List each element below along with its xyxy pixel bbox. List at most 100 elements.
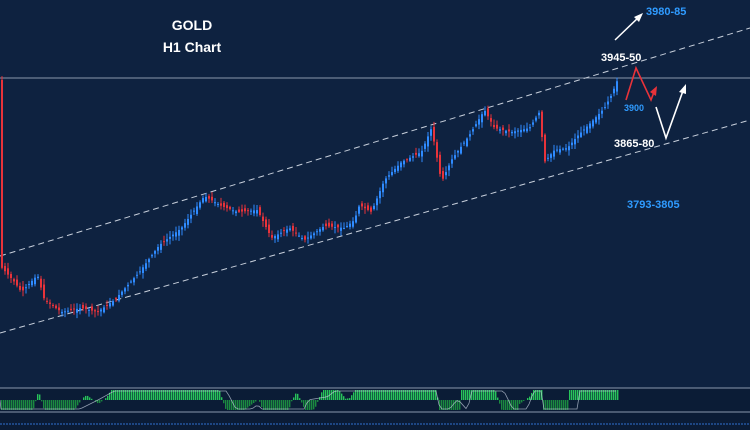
histogram-bar-52	[111, 390, 113, 400]
candle-body-30	[91, 306, 93, 311]
candle-body-46	[139, 271, 141, 273]
histogram-bar-98	[203, 390, 205, 400]
histogram-bar-63	[133, 390, 135, 400]
histogram-bar-59	[125, 390, 127, 400]
candle-body-20	[61, 311, 63, 314]
histogram-bar-226	[461, 390, 463, 400]
candle-body-67	[202, 198, 204, 203]
histogram-bar-186	[381, 390, 383, 400]
histogram-bar-268	[547, 400, 549, 410]
histogram-bar-83	[173, 390, 175, 400]
arrow-up-target	[614, 15, 641, 41]
candle-body-10	[31, 280, 33, 286]
candle-body-0	[1, 79, 3, 268]
histogram-bar-198	[405, 390, 407, 400]
candle-body-157	[472, 129, 474, 132]
histogram-bar-108	[223, 400, 225, 404]
histogram-bar-164	[337, 390, 339, 400]
histogram-bar-280	[571, 390, 573, 400]
histogram-bar-123	[253, 400, 255, 403]
chart-title: GOLD	[172, 17, 212, 33]
histogram-bar-134	[277, 400, 279, 410]
histogram-bar-55	[117, 390, 119, 400]
candle-body-178	[535, 117, 537, 121]
candle-body-26	[79, 308, 81, 311]
histogram-bar-282	[575, 390, 577, 400]
candle-body-122	[367, 205, 369, 210]
histogram-bar-128	[265, 400, 267, 410]
histogram-bar-144	[297, 393, 299, 400]
histogram-bar-41	[85, 395, 87, 400]
histogram-bar-172	[353, 392, 355, 400]
histogram-bar-244	[497, 397, 499, 400]
histogram-bar-122	[251, 400, 253, 405]
histogram-bar-92	[191, 390, 193, 400]
candle-body-151	[454, 155, 456, 159]
histogram-bar-183	[375, 390, 377, 400]
histogram-bar-261	[533, 390, 535, 400]
histogram-bar-91	[189, 390, 191, 400]
histogram-bar-127	[263, 400, 265, 410]
candle-body-44	[133, 278, 135, 283]
histogram-bar-235	[479, 390, 481, 400]
candle-body-164	[493, 124, 495, 128]
candle-body-25	[76, 308, 78, 313]
candle-body-81	[244, 208, 246, 212]
candle-body-141	[424, 143, 426, 149]
histogram-bar-158	[325, 390, 327, 400]
histogram-bar-218	[445, 400, 447, 410]
candle-body-163	[490, 118, 492, 122]
histogram-bar-82	[171, 390, 173, 400]
histogram-bar-189	[387, 390, 389, 400]
histogram-bar-12	[25, 400, 27, 410]
histogram-bar-278	[567, 400, 569, 410]
candle-body-148	[445, 172, 447, 176]
histogram-bar-147	[303, 400, 305, 407]
histogram-bar-107	[221, 397, 223, 400]
histogram-bar-149	[307, 400, 309, 410]
candle-body-58	[175, 232, 177, 237]
channel-upper-line	[0, 27, 750, 257]
histogram-bar-245	[499, 400, 501, 404]
candle-body-9	[28, 284, 30, 286]
histogram-bar-111	[229, 400, 231, 410]
histogram-bar-240	[489, 390, 491, 400]
candle-body-17	[52, 304, 54, 306]
candle-body-139	[418, 153, 420, 157]
candle-body-149	[448, 165, 450, 171]
histogram-bar-48	[101, 400, 103, 402]
histogram-bar-30	[61, 400, 63, 410]
histogram-bar-180	[369, 390, 371, 400]
candle-body-36	[109, 303, 111, 307]
histogram-bar-39	[79, 400, 81, 403]
histogram-bar-125	[259, 400, 261, 402]
candle-body-113	[340, 227, 342, 231]
histogram-bar-300	[611, 390, 613, 400]
histogram-bar-53	[113, 390, 115, 400]
histogram-bar-229	[467, 390, 469, 400]
histogram-bar-178	[365, 390, 367, 400]
histogram-bar-192	[393, 390, 395, 400]
candle-body-73	[220, 203, 222, 206]
histogram-bar-241	[491, 390, 493, 400]
histogram-bar-87	[181, 390, 183, 400]
candle-body-172	[517, 130, 519, 132]
histogram-bar-132	[273, 400, 275, 410]
histogram-bar-188	[385, 390, 387, 400]
histogram-bar-264	[539, 390, 541, 400]
histogram-bar-272	[555, 400, 557, 410]
candle-body-85	[256, 210, 258, 214]
histogram-bar-86	[179, 390, 181, 400]
histogram-bar-251	[511, 400, 513, 410]
histogram-bar-105	[217, 390, 219, 400]
candle-body-16	[49, 302, 51, 304]
histogram-bar-205	[419, 390, 421, 400]
candle-body-200	[601, 110, 603, 114]
histogram-bar-138	[285, 400, 287, 410]
candle-body-70	[211, 196, 213, 201]
histogram-bar-5	[11, 400, 13, 410]
candle-body-96	[289, 228, 291, 231]
histogram-bar-64	[135, 390, 137, 400]
candle-body-108	[325, 223, 327, 227]
candle-body-60	[181, 227, 183, 230]
